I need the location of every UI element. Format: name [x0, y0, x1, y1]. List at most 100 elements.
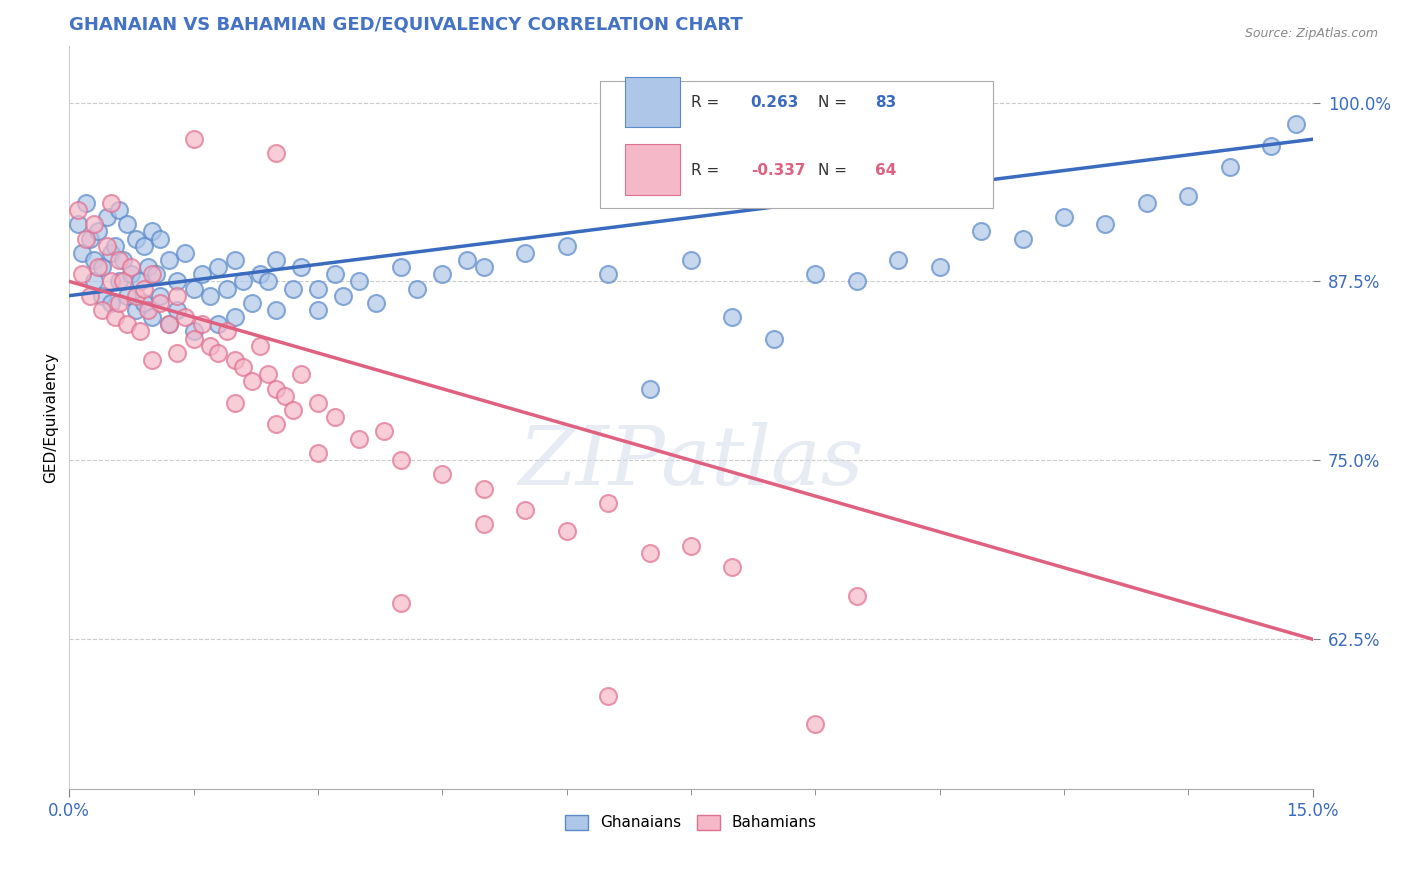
Point — [970, 224, 993, 238]
FancyBboxPatch shape — [626, 77, 679, 128]
Text: GHANAIAN VS BAHAMIAN GED/EQUIVALENCY CORRELATION CHART: GHANAIAN VS BAHAMIAN GED/EQUIVALENCY COR… — [69, 15, 742, 33]
Point — [232, 274, 254, 288]
Point — [132, 238, 155, 252]
Point — [157, 317, 180, 331]
Point — [141, 267, 163, 281]
Point — [215, 325, 238, 339]
Point — [70, 245, 93, 260]
Point — [183, 281, 205, 295]
Point — [166, 288, 188, 302]
Point — [87, 224, 110, 238]
Point — [472, 482, 495, 496]
Point — [174, 310, 197, 324]
Text: R =: R = — [690, 163, 724, 178]
Point — [96, 238, 118, 252]
Point — [679, 539, 702, 553]
Point — [145, 267, 167, 281]
Point — [157, 317, 180, 331]
Point — [108, 202, 131, 217]
Point — [323, 410, 346, 425]
Point — [141, 310, 163, 324]
Point — [100, 245, 122, 260]
Point — [83, 252, 105, 267]
Point — [887, 252, 910, 267]
Point — [132, 295, 155, 310]
FancyBboxPatch shape — [600, 80, 993, 208]
Point — [108, 252, 131, 267]
Point — [389, 453, 412, 467]
Point — [472, 517, 495, 532]
Point — [70, 267, 93, 281]
Point — [432, 467, 454, 482]
Point — [66, 217, 89, 231]
Point — [128, 325, 150, 339]
Point — [456, 252, 478, 267]
Point — [191, 317, 214, 331]
Point — [157, 252, 180, 267]
Point — [804, 717, 827, 731]
Point — [555, 238, 578, 252]
Point — [638, 546, 661, 560]
Text: 83: 83 — [875, 95, 896, 111]
Point — [149, 288, 172, 302]
Point — [515, 245, 537, 260]
Point — [191, 267, 214, 281]
Point — [1260, 138, 1282, 153]
Point — [141, 224, 163, 238]
Point — [198, 339, 221, 353]
Point — [1094, 217, 1116, 231]
Point — [108, 295, 131, 310]
Point — [183, 131, 205, 145]
Point — [100, 195, 122, 210]
Point — [1011, 231, 1033, 245]
Point — [104, 238, 127, 252]
Point — [112, 274, 135, 288]
Point — [515, 503, 537, 517]
Point — [323, 267, 346, 281]
Point — [249, 339, 271, 353]
Point — [79, 288, 101, 302]
Point — [183, 332, 205, 346]
Point — [307, 396, 329, 410]
Point — [290, 368, 312, 382]
Point — [257, 368, 280, 382]
Point — [1177, 188, 1199, 202]
Point — [124, 231, 146, 245]
Point — [281, 281, 304, 295]
Point — [274, 389, 297, 403]
Point — [240, 295, 263, 310]
Point — [104, 310, 127, 324]
Point — [149, 231, 172, 245]
Point — [249, 267, 271, 281]
Point — [224, 353, 246, 368]
Point — [198, 288, 221, 302]
Text: -0.337: -0.337 — [751, 163, 806, 178]
Point — [721, 560, 744, 574]
Point — [472, 260, 495, 274]
Point — [762, 332, 785, 346]
Point — [224, 252, 246, 267]
Point — [307, 281, 329, 295]
Point — [166, 274, 188, 288]
Point — [124, 288, 146, 302]
Point — [555, 524, 578, 539]
Point — [117, 317, 139, 331]
Point — [389, 260, 412, 274]
Point — [406, 281, 429, 295]
Text: N =: N = — [818, 163, 852, 178]
Point — [928, 260, 950, 274]
Point — [112, 252, 135, 267]
Point — [804, 267, 827, 281]
Point — [100, 274, 122, 288]
Point — [174, 245, 197, 260]
Point — [215, 281, 238, 295]
Point — [266, 382, 288, 396]
Point — [91, 302, 114, 317]
Point — [1219, 160, 1241, 174]
Point — [1136, 195, 1159, 210]
Point — [132, 281, 155, 295]
Point — [257, 274, 280, 288]
Point — [596, 267, 619, 281]
Point — [207, 346, 229, 360]
Point — [281, 403, 304, 417]
